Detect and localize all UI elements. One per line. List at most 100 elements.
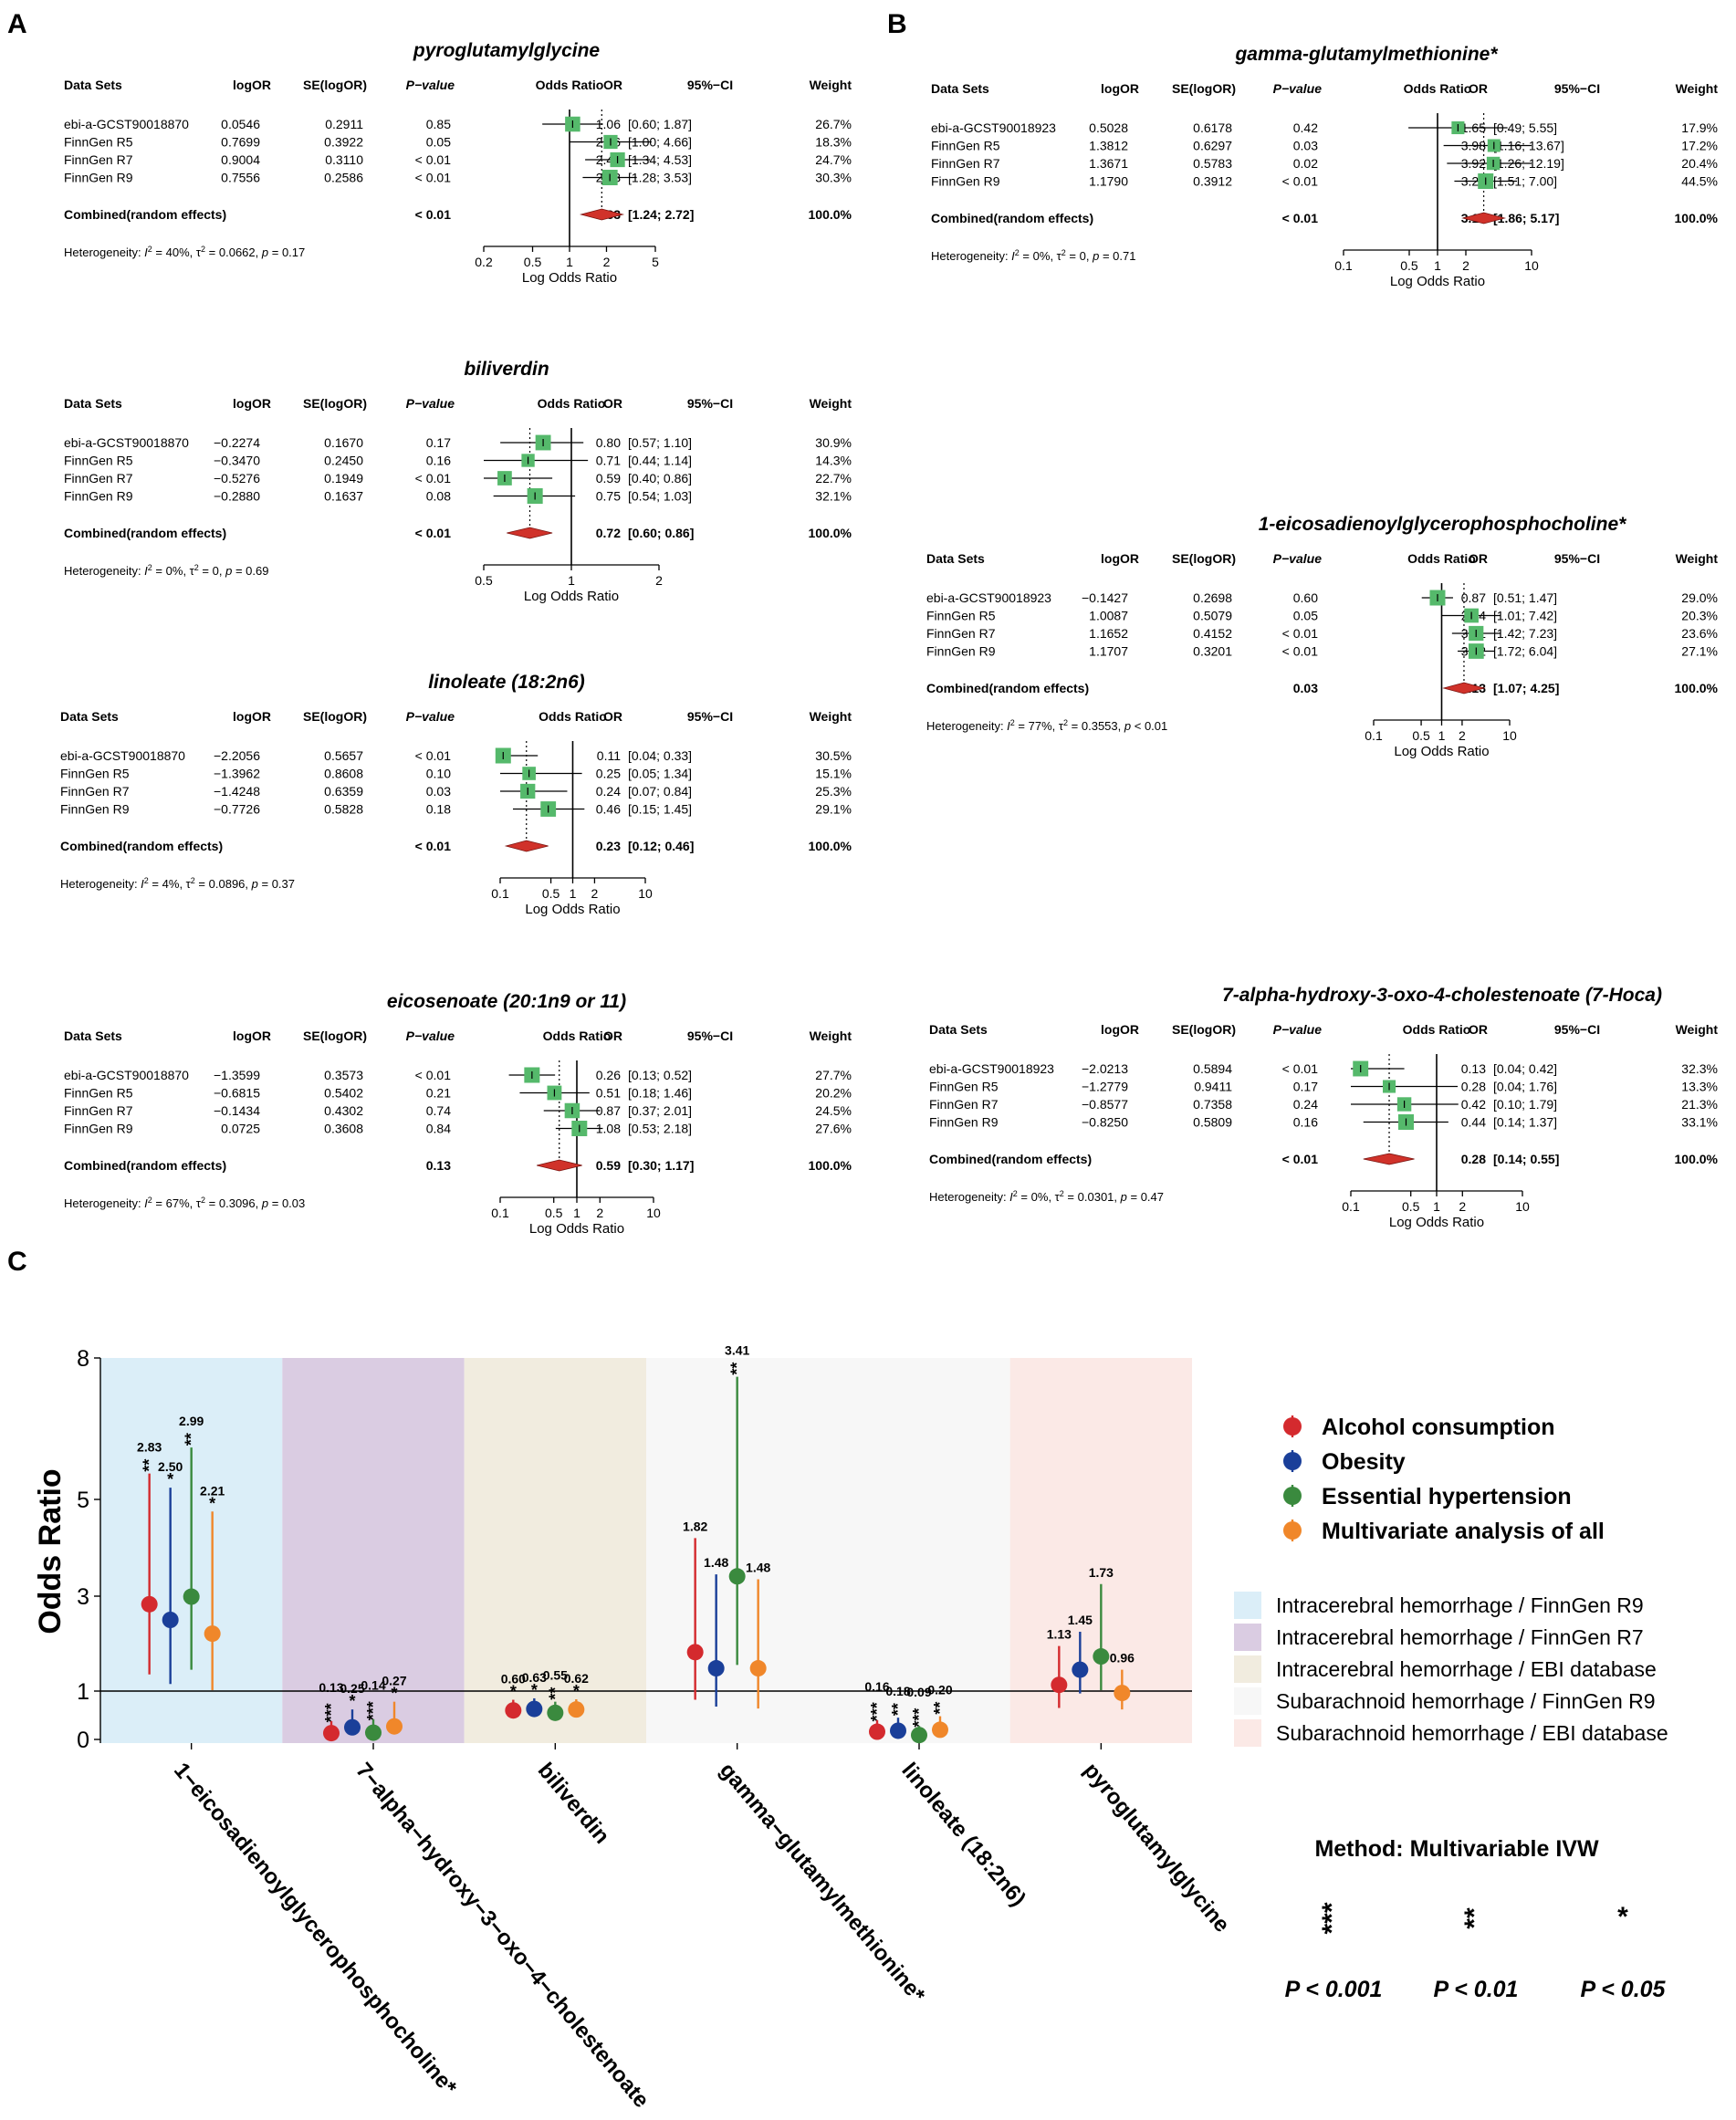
significance-stars: *** xyxy=(364,1701,382,1720)
x-tick-label: 2 xyxy=(596,1206,603,1220)
p-value: < 0.01 xyxy=(415,152,452,167)
tau2-superscript: 2 xyxy=(201,245,205,254)
ci-value: [0.37; 2.01] xyxy=(628,1103,692,1118)
combined-weight-value: 100.0% xyxy=(1675,211,1719,225)
legend-series-marker xyxy=(1283,1521,1302,1540)
logor-value: 0.9004 xyxy=(221,152,260,167)
data-point xyxy=(162,1612,179,1628)
x-tick-label: 2 xyxy=(1459,1199,1466,1214)
heterogeneity: Heterogeneity: I2 = 67%, τ2 = 0.3096, p … xyxy=(64,1196,305,1210)
data-point xyxy=(869,1723,885,1740)
logor-value: −1.3962 xyxy=(214,767,260,781)
p-equals: = xyxy=(1127,1190,1141,1204)
se-value: 0.3912 xyxy=(1193,174,1232,189)
dataset-name: FinnGen R5 xyxy=(64,135,133,150)
p-value: 0.85 xyxy=(426,117,451,131)
header-se: SE(logOR) xyxy=(1172,1022,1236,1037)
weight-value: 22.7% xyxy=(815,471,852,486)
combined-weight-value: 100.0% xyxy=(809,1158,852,1173)
header-p: P−value xyxy=(1273,81,1323,96)
i2-symbol: I xyxy=(1009,1190,1013,1204)
combined-weight-value: 100.0% xyxy=(809,207,852,222)
tau2-symbol: , τ xyxy=(1048,1190,1060,1204)
data-label: 0.96 xyxy=(1110,1651,1135,1666)
logor-value: −0.1427 xyxy=(1082,590,1128,605)
legend-background-swatch xyxy=(1234,1624,1261,1651)
p-symbol: p xyxy=(1120,1190,1127,1204)
combined-label: Combined(random effects) xyxy=(926,681,1089,695)
logor-value: −0.7726 xyxy=(214,802,260,817)
header-ci: 95%−CI xyxy=(687,78,733,92)
p-value: < 0.01 xyxy=(415,171,452,185)
significance-stars: * xyxy=(391,1685,397,1703)
se-value: 0.6359 xyxy=(324,784,363,799)
logor-value: −0.1434 xyxy=(214,1103,260,1118)
or-value: 0.24 xyxy=(596,784,621,799)
i2-equals: = xyxy=(152,564,166,578)
se-value: 0.3573 xyxy=(324,1068,363,1082)
x-axis-title: Log Odds Ratio xyxy=(524,589,619,604)
forest-plot: 1-eicosadienoylglycerophosphocholine* Dat… xyxy=(926,514,1719,759)
header-p: P−value xyxy=(1273,1022,1323,1037)
header-datasets: Data Sets xyxy=(929,1022,988,1037)
weight-value: 18.3% xyxy=(815,135,852,150)
data-point xyxy=(1051,1676,1068,1694)
p-symbol: p xyxy=(1124,719,1131,733)
weight-value: 24.7% xyxy=(815,152,852,167)
x-axis-title: Log Odds Ratio xyxy=(525,902,620,917)
header-datasets: Data Sets xyxy=(931,81,989,96)
dataset-name: FinnGen R5 xyxy=(60,767,130,781)
x-tick-label: 0.5 xyxy=(524,255,542,269)
header-or: OR xyxy=(603,78,622,92)
tau2-symbol: , τ xyxy=(179,877,191,891)
se-value: 0.4302 xyxy=(324,1103,363,1118)
p-equals: = xyxy=(258,877,272,891)
se-value: 0.2586 xyxy=(324,171,363,185)
i2-value: 0% xyxy=(166,564,183,578)
p-value: 0.60 xyxy=(1293,590,1318,605)
logor-value: −2.2056 xyxy=(214,748,260,763)
se-value: 0.7358 xyxy=(1193,1097,1232,1112)
header-ci: 95%−CI xyxy=(1554,81,1600,96)
data-label: 0.60 xyxy=(501,1672,526,1687)
combined-weight-value: 100.0% xyxy=(1675,681,1719,695)
forest-plot: biliverdin Data Sets logOR SE(logOR) P−value… xyxy=(64,359,852,604)
i2-symbol: I xyxy=(144,245,148,259)
legend-series-label: Alcohol consumption xyxy=(1322,1415,1555,1440)
p-separator: , xyxy=(1114,1190,1120,1204)
header-se: SE(logOR) xyxy=(303,396,367,411)
ci-value: [0.10; 1.79] xyxy=(1493,1097,1557,1112)
combined-diamond xyxy=(507,527,553,539)
or-value: 0.71 xyxy=(596,454,621,468)
p-value: < 0.01 xyxy=(415,471,452,486)
header-weight: Weight xyxy=(1676,81,1719,96)
weight-value: 29.1% xyxy=(815,802,852,817)
p-symbol: p xyxy=(1092,249,1099,263)
tau2-equals: = xyxy=(1068,719,1082,733)
logor-value: 1.3671 xyxy=(1089,156,1128,171)
combined-label: Combined(random effects) xyxy=(64,526,226,540)
i2-value: 4% xyxy=(162,877,180,891)
header-odds-ratio: Odds Ratio xyxy=(543,1029,612,1043)
header-or: OR xyxy=(1469,1022,1488,1037)
header-se: SE(logOR) xyxy=(1172,81,1236,96)
combined-weight-value: 100.0% xyxy=(809,526,852,540)
p-value: < 0.01 xyxy=(415,1068,452,1082)
forest-title: linoleate (18:2n6) xyxy=(428,672,585,693)
dataset-name: FinnGen R7 xyxy=(929,1097,999,1112)
p-separator: , xyxy=(256,1196,262,1210)
legend-background-swatch xyxy=(1234,1592,1261,1619)
x-tick-label: 0.5 xyxy=(542,886,560,901)
weight-value: 27.7% xyxy=(815,1068,852,1082)
data-point xyxy=(911,1727,927,1744)
data-label: 0.63 xyxy=(522,1670,547,1685)
p-value: 0.18 xyxy=(426,802,451,817)
heterogeneity-prefix: Heterogeneity: xyxy=(64,1196,144,1210)
ci-value: [0.53; 2.18] xyxy=(628,1122,692,1136)
heterogeneity-prefix: Heterogeneity: xyxy=(929,1190,1009,1204)
weight-value: 20.3% xyxy=(1681,609,1718,623)
data-point xyxy=(547,1704,564,1721)
legend-background-label: Intracerebral hemorrhage / FinnGen R9 xyxy=(1276,1593,1644,1617)
combined-p-value: 0.13 xyxy=(426,1158,451,1173)
forest-title: gamma-glutamylmethionine* xyxy=(1234,44,1498,65)
